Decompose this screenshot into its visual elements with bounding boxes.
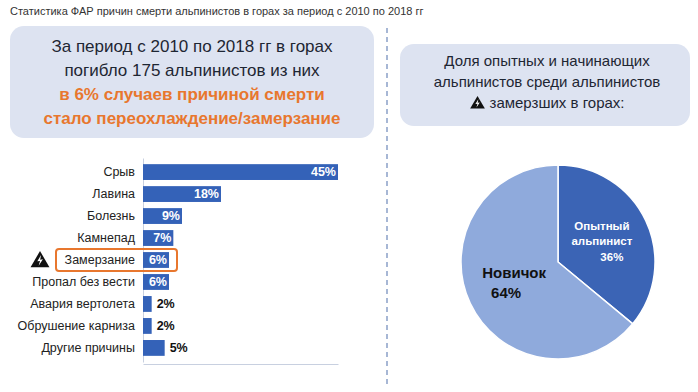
tick: Замерзание (65, 253, 143, 267)
data-label: 9% (162, 209, 180, 223)
highlight-box (56, 249, 177, 271)
data-label: 6% (149, 253, 167, 267)
warning-triangle (470, 96, 485, 109)
box-title: За период с 2010 по 2018 гг в горах (51, 37, 333, 56)
pie-chart: Доля опытных и начинающих альпинистов сре… (400, 44, 690, 359)
tick: Болезнь (87, 209, 143, 223)
data-label: 2% (157, 297, 175, 311)
tick: Срыв (103, 165, 143, 179)
bar-chart: За период с 2010 по 2018 гг в горах погиб… (10, 26, 374, 365)
slice (461, 165, 633, 359)
pie: Опытныйальпинист 36% Новичок 64% (461, 165, 655, 359)
bar (143, 340, 165, 356)
tick-label: Болезнь (87, 209, 135, 223)
tick-label: Пропал без вести (32, 275, 135, 289)
tick-label: Камнепад (77, 231, 135, 245)
bars (143, 164, 338, 356)
y-axis: Срыв Лавина Болезнь Камнепад Замерзание Пропа… (18, 159, 144, 363)
warning-bolt (37, 255, 43, 266)
data-label: 7% (153, 231, 171, 245)
tick: Авария вертолета (30, 297, 143, 311)
canvas: Статистика ФАР причин смерти альпинистов… (0, 0, 698, 392)
text-box (400, 44, 690, 126)
bar (143, 252, 169, 268)
box-subtitle: стало переохлаждение/замерзание (43, 109, 340, 128)
pie-title: замерзших в горах: (490, 94, 625, 111)
box-title: погибло 175 альпинистов из них (64, 61, 320, 80)
text-box (10, 26, 374, 138)
tick-label: Срыв (103, 165, 135, 179)
tick: Камнепад (77, 231, 143, 245)
bar (143, 186, 221, 202)
box-subtitle: в 6% случаев причиной смерти (59, 85, 325, 104)
tick: Другие причины (41, 341, 143, 355)
bar (143, 164, 338, 180)
bar (143, 296, 152, 312)
data-label: 6% (149, 275, 167, 289)
data-label: 2% (157, 319, 175, 333)
page-title: Статистика ФАР причин смерти альпинистов… (10, 5, 423, 17)
data-label: 45% (311, 165, 336, 179)
bar (143, 318, 152, 334)
slice-label: 64% (491, 284, 521, 301)
bar (143, 208, 182, 224)
tick: Лавина (92, 187, 143, 201)
data-label: 5% (170, 341, 188, 355)
warning-icon (470, 96, 485, 109)
axis-line (144, 364, 339, 365)
bar (143, 274, 169, 290)
tick-label: Замерзание (65, 253, 135, 267)
tick: Пропал без вести (32, 275, 143, 289)
warning-icon (31, 251, 50, 267)
slice-label: 36% (600, 251, 623, 263)
x-axis (144, 364, 339, 365)
tick-label: Авария вертолета (30, 297, 135, 311)
slice-category: Опытныйальпинист (571, 220, 632, 248)
data-labels: 45% 18% 9% 7% 6% 6% 2% 2% 5% (149, 165, 336, 355)
pie-title: Доля опытных и начинающих (444, 52, 650, 69)
warning-bolt (475, 99, 479, 107)
bar (143, 230, 173, 246)
data-label: 18% (194, 187, 219, 201)
tick-label: Обрушение карниза (18, 319, 135, 333)
tick: Обрушение карниза (18, 319, 143, 333)
divider (386, 28, 388, 388)
warning-triangle (31, 251, 50, 267)
tick-label: Другие причины (41, 341, 135, 355)
pie-title: альпинистов среди альпинистов (434, 73, 661, 90)
slice-category: Новичок (482, 264, 546, 281)
tick-label: Лавина (92, 187, 135, 201)
